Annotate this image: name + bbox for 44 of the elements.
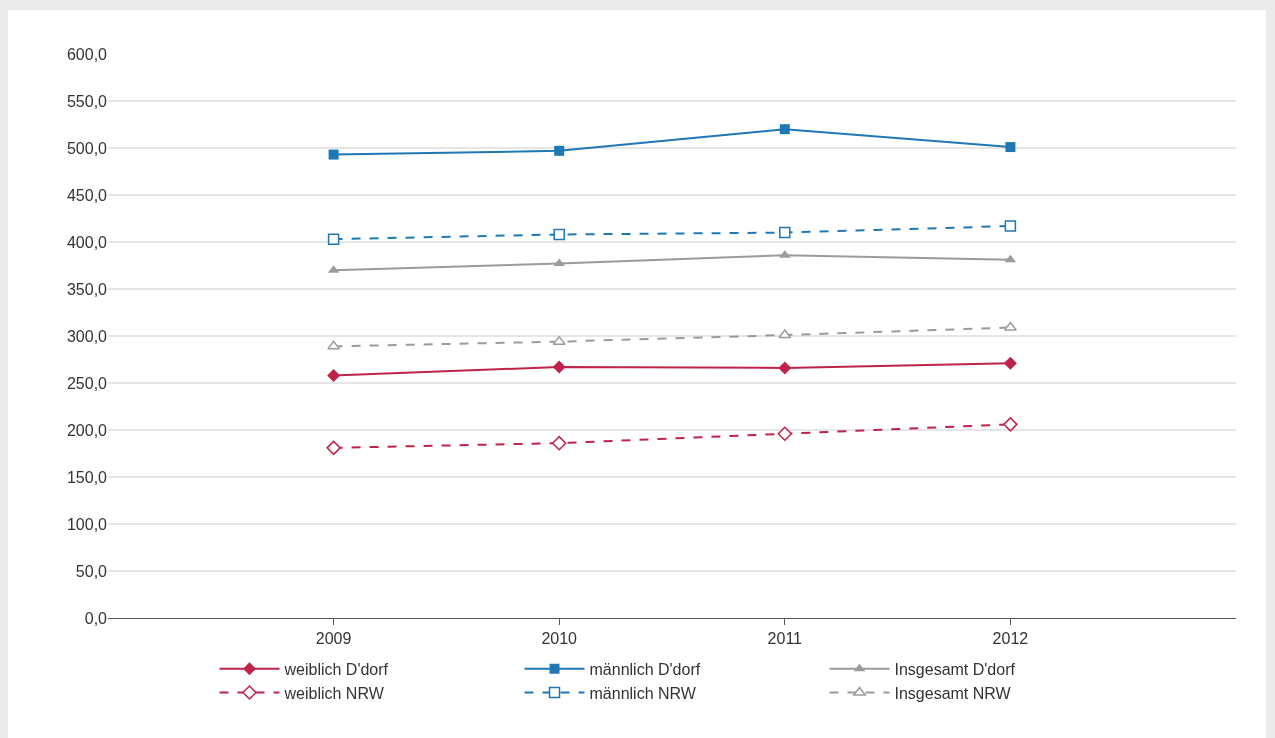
legend-label: weiblich NRW [283,684,385,702]
point [778,329,792,339]
legend-label: Insgesamt NRW [894,684,1012,702]
point [779,124,790,135]
point [553,228,565,241]
point [327,368,341,382]
point [1005,142,1016,153]
point [777,426,793,442]
point [1004,220,1017,232]
legend-label: weiblich D'dorf [283,660,389,678]
point [779,226,791,239]
x-tick-label: 2010 [541,630,578,648]
y-tick-label: 200,0 [66,421,108,439]
point [552,335,566,345]
point [326,440,341,456]
y-tick-label: 350,0 [66,280,108,298]
y-tick-label: 500,0 [66,139,108,157]
y-tick-label: 50,0 [75,562,108,580]
point [327,340,341,350]
y-tick-label: 0,0 [84,609,108,627]
point [778,361,792,375]
y-tick-label: 300,0 [66,327,108,345]
y-tick-label: 600,0 [66,45,108,63]
point [1003,356,1017,370]
point [554,145,565,156]
point [553,258,565,267]
point [1003,417,1018,432]
point [551,435,567,451]
point [328,149,339,160]
x-tick-label: 2009 [315,630,352,648]
point [552,360,566,374]
y-tick-label: 400,0 [66,233,108,251]
legend-label: männlich NRW [589,684,697,702]
legend-label: Insgesamt D'dorf [894,660,1016,678]
y-tick-label: 550,0 [66,92,108,110]
x-tick-label: 2011 [767,630,803,648]
x-tick-label: 2012 [992,630,1029,648]
y-tick-label: 250,0 [66,374,108,392]
legend-label: männlich D'dorf [589,660,701,678]
y-tick-label: 150,0 [66,468,108,486]
point [327,233,340,245]
y-tick-label: 100,0 [66,515,108,533]
point [1003,321,1017,331]
y-tick-label: 450,0 [66,186,108,204]
